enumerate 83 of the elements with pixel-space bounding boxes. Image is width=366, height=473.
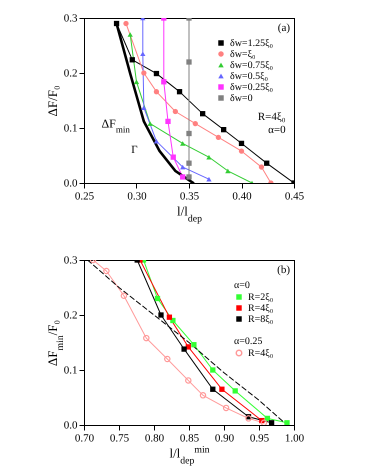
legend-label: δw=0 [230, 93, 253, 104]
point [166, 314, 172, 320]
point [238, 148, 244, 154]
text: α=0 [234, 280, 250, 291]
x-tick-label: 0.95 [250, 432, 270, 444]
x-tick-label: 0.35 [180, 190, 200, 202]
annotation: R=4ξ₀ [258, 111, 286, 123]
point [172, 108, 178, 114]
annotation: (b) [277, 264, 290, 276]
point [154, 89, 160, 94]
y-tick-label: 0.3 [64, 12, 78, 24]
y-tick-label: 0.1 [64, 364, 78, 376]
legend-label: δw=ξ₀ [230, 49, 256, 60]
x-tick-label: 0.80 [144, 432, 165, 444]
point [264, 160, 270, 166]
point [180, 141, 186, 146]
x-tick-label: 0.75 [110, 432, 130, 444]
point [170, 154, 176, 160]
point [268, 420, 274, 425]
legend-label: R=4ξ₀ [248, 303, 274, 314]
legend-label: δw=0.5ξ₀ [230, 71, 269, 82]
legend-label: R=4ξ₀ [248, 348, 274, 359]
point [222, 404, 230, 412]
y-axis-title: ΔF/F₀ [44, 86, 60, 116]
x-tick-label: 0.45 [284, 190, 305, 202]
point [191, 342, 197, 348]
point [141, 105, 146, 110]
x-tick-label: 0.30 [127, 190, 148, 202]
point [216, 134, 222, 140]
point [180, 174, 186, 180]
text: α=0.25 [234, 336, 262, 347]
point [210, 386, 216, 392]
y-tick-label: 0.0 [64, 178, 78, 190]
point [219, 386, 225, 392]
point [245, 415, 252, 422]
point [164, 356, 171, 362]
legend-label: δw=1.25ξ₀ [230, 38, 274, 49]
point [206, 176, 212, 182]
series-label: ΔF$_{min}$ [101, 116, 130, 134]
x-tick-label: 0.70 [74, 432, 95, 444]
x-tick-label: 1.00 [284, 432, 305, 444]
legend-label: δw=0.75ξ₀ [230, 60, 274, 71]
point [210, 367, 216, 373]
legend-label: R=2ξ₀ [248, 292, 274, 303]
point [284, 420, 290, 425]
annotation: Γ [131, 144, 138, 156]
y-tick-label: 0.0 [64, 420, 78, 432]
point [225, 168, 230, 174]
legend-label: δw=0.25ξ₀ [230, 82, 274, 93]
point [103, 268, 110, 274]
point [148, 121, 153, 126]
point [143, 334, 150, 342]
point [186, 160, 192, 166]
y-tick-label: 0.3 [64, 254, 78, 266]
point [200, 392, 206, 399]
point [130, 57, 135, 62]
point [200, 111, 206, 116]
point [161, 79, 166, 84]
point [154, 138, 160, 144]
x-axis-title: l/l$_{dep}$ [177, 204, 202, 224]
point [185, 377, 192, 384]
point [123, 20, 129, 26]
point [128, 32, 133, 37]
x-tick-label: 0.85 [180, 432, 200, 444]
x-tick-label: 0.25 [74, 190, 95, 202]
annotation: (a) [278, 22, 290, 34]
x-tick-label: 0.90 [214, 432, 235, 444]
point [141, 70, 146, 76]
point [221, 127, 226, 132]
x-tick-label: 0.40 [232, 190, 252, 202]
point [134, 80, 140, 84]
point [232, 388, 238, 394]
point [258, 164, 264, 170]
point [180, 164, 186, 170]
y-tick-label: 0.2 [64, 68, 78, 80]
point [206, 154, 212, 160]
y-tick-label: 0.2 [64, 310, 78, 322]
point [192, 120, 198, 126]
point [176, 89, 182, 94]
legend-label: R=8ξ₀ [248, 314, 274, 325]
annotation: α=0 [268, 124, 286, 136]
point [120, 292, 128, 299]
y-tick-label: 0.1 [64, 122, 78, 134]
